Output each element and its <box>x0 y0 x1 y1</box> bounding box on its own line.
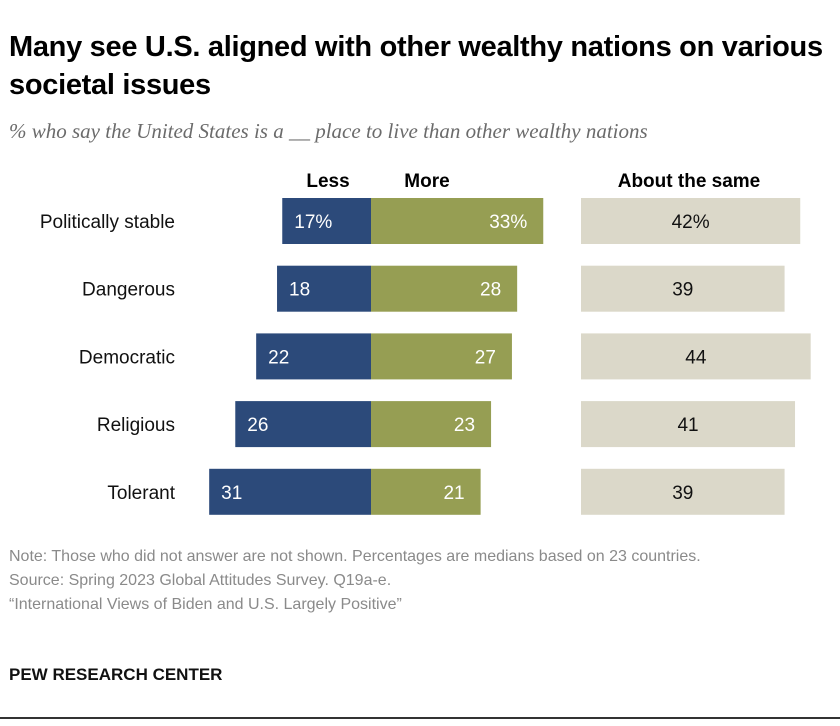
data-label-less: 17% <box>294 212 332 233</box>
note-text: Note: Those who did not answer are not s… <box>9 548 701 565</box>
source-text: Source: Spring 2023 Global Attitudes Sur… <box>9 572 392 589</box>
legend-more: More <box>404 171 449 192</box>
report-title: “International Views of Biden and U.S. L… <box>9 596 402 613</box>
bar-more <box>371 401 492 448</box>
category-label: Democratic <box>79 347 175 368</box>
data-label-about-the-same: 39 <box>672 280 693 301</box>
data-label-more: 27 <box>475 347 496 368</box>
brand-logo-text: PEW RESEARCH CENTER <box>9 665 223 684</box>
bar-about-the-same <box>581 198 801 244</box>
data-label-about-the-same: 44 <box>685 347 707 368</box>
data-label-less: 31 <box>221 483 242 504</box>
chart-notes: Note: Those who did not answer are not s… <box>9 545 809 617</box>
bar-less <box>209 468 371 515</box>
data-label-more: 21 <box>443 483 464 504</box>
legend-less: Less <box>306 171 349 192</box>
bar-more <box>371 198 544 244</box>
bar-chart: Less More About the same Politically stable… <box>40 171 811 515</box>
bar-about-the-same <box>581 468 785 515</box>
bar-less <box>256 333 371 380</box>
bar-more <box>371 333 512 380</box>
chart-subtitle: % who say the United States is a __ plac… <box>9 119 648 143</box>
data-label-more: 23 <box>454 415 475 436</box>
bar-more <box>371 468 481 515</box>
data-label-less: 26 <box>247 415 268 436</box>
category-label: Dangerous <box>82 280 175 301</box>
data-label-more: 33% <box>489 212 527 233</box>
data-label-less: 18 <box>289 280 310 301</box>
chart-title: Many see U.S. aligned with other wealthy… <box>9 31 823 101</box>
legend-about-the-same: About the same <box>618 171 761 192</box>
data-label-more: 28 <box>480 280 501 301</box>
bar-about-the-same <box>581 333 811 380</box>
category-label: Politically stable <box>40 212 175 233</box>
data-label-about-the-same: 39 <box>672 483 693 504</box>
bottom-rule <box>0 717 840 719</box>
bar-about-the-same <box>581 401 796 448</box>
data-label-less: 22 <box>268 347 289 368</box>
category-label: Religious <box>97 415 175 436</box>
data-label-about-the-same: 42% <box>672 212 710 233</box>
bar-more <box>371 265 518 312</box>
data-label-about-the-same: 41 <box>677 415 698 436</box>
bar-less <box>277 265 371 312</box>
bar-less <box>282 198 371 244</box>
bar-less <box>235 401 371 448</box>
category-label: Tolerant <box>107 483 175 504</box>
bar-about-the-same <box>581 265 785 312</box>
